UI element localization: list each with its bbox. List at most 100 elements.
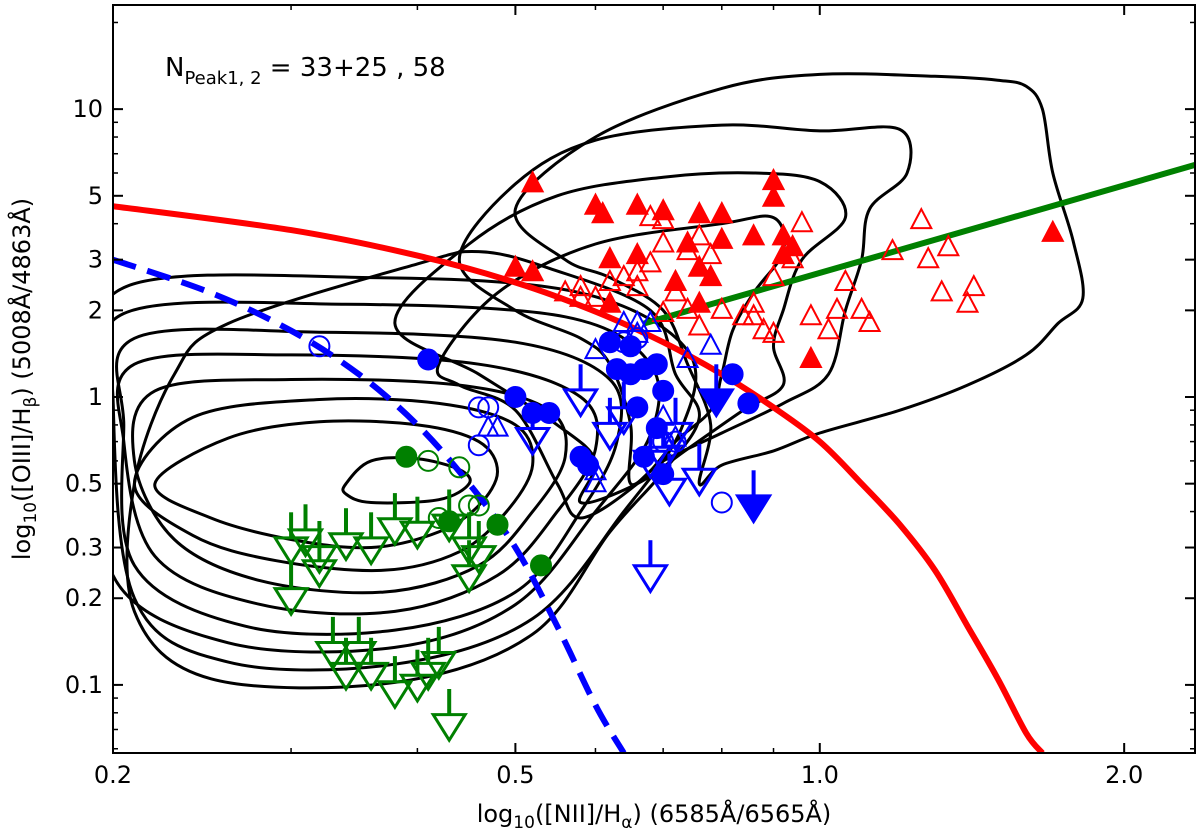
point-g1-12	[687, 254, 711, 277]
point-g5-3	[583, 336, 608, 360]
point-g9-2	[448, 456, 471, 479]
point-g2-12	[638, 203, 663, 227]
point-g2-18	[675, 296, 700, 319]
y-tick-label: 3	[88, 246, 103, 274]
point-g2-23	[741, 303, 766, 326]
contour-level-4	[130, 377, 568, 595]
point-g3-2	[504, 386, 527, 408]
point-g2-38	[916, 246, 940, 269]
demarcation-line-3	[643, 162, 1195, 327]
point-g2-13	[675, 237, 700, 261]
point-g1-15	[761, 184, 786, 207]
point-g2-19	[687, 313, 711, 336]
demarcation-line-1	[113, 203, 1045, 753]
point-g8-1	[395, 445, 418, 468]
point-g2-27	[780, 246, 805, 269]
point-g1-21	[503, 254, 528, 277]
y-tick-label: 0.3	[65, 534, 103, 562]
point-g1-22	[520, 259, 545, 282]
point-g10-21	[430, 713, 468, 744]
x-tick-label: 0.5	[496, 761, 534, 789]
point-g4-1	[308, 335, 331, 358]
contour-level-9	[125, 249, 701, 690]
point-g2-39	[955, 290, 980, 313]
y-tick-label: 2	[88, 296, 103, 324]
demarcation-lines	[113, 162, 1195, 753]
plot-frame	[112, 4, 1196, 754]
point-g3-1	[417, 348, 440, 371]
point-g5-9	[663, 424, 688, 447]
point-g8-4	[530, 554, 552, 577]
point-g1-23	[598, 246, 622, 269]
y-tick-label: 0.2	[65, 584, 103, 612]
point-g2-29	[799, 303, 823, 326]
point-g1-16	[741, 223, 766, 246]
point-g2-33	[849, 296, 874, 319]
point-g2-35	[880, 237, 905, 261]
contour-level-5	[115, 352, 600, 616]
x-tick-label: 0.2	[94, 761, 132, 789]
point-g5-10	[675, 345, 700, 368]
annotation-count: NPeak1, 2 = 33+25 , 58	[165, 53, 446, 89]
point-g3-4	[538, 402, 561, 424]
point-g2-1	[553, 279, 577, 302]
point-g2-31	[825, 296, 849, 319]
x-tick-label: 1.0	[801, 761, 839, 789]
point-g2-32	[833, 268, 858, 291]
point-g5-5	[625, 320, 649, 343]
y-tick-label: 1	[88, 383, 103, 411]
point-g2-7	[625, 273, 649, 297]
point-g1-3	[591, 201, 615, 224]
point-g1-24	[598, 290, 622, 313]
y-tick-label: 10	[72, 95, 103, 123]
contour-level-1	[341, 456, 472, 505]
point-g4-9	[710, 491, 733, 514]
point-g4-6	[626, 327, 649, 350]
point-g1-19	[771, 223, 795, 246]
point-g2-17	[651, 299, 675, 322]
point-g9-5	[427, 507, 450, 529]
point-g5-11	[699, 332, 723, 355]
point-g2-34	[857, 309, 882, 332]
point-g6-10	[631, 564, 670, 595]
point-g2-25	[761, 320, 786, 343]
point-g1-1	[520, 170, 545, 193]
point-g2-37	[936, 234, 960, 257]
point-g1-8	[687, 201, 711, 224]
point-g1-13	[687, 290, 711, 313]
contour-level-6	[115, 327, 624, 636]
point-g4-2	[467, 396, 490, 419]
demarcation-line-2	[113, 256, 627, 753]
point-g1-5	[625, 192, 649, 215]
data-points	[272, 167, 1065, 744]
point-g2-15	[663, 279, 688, 302]
point-g5-4	[612, 309, 636, 332]
point-g2-16	[699, 241, 723, 265]
point-g2-9	[638, 250, 663, 273]
point-g2-22	[741, 290, 766, 313]
point-g2-40	[930, 279, 954, 302]
point-g1-20	[799, 345, 823, 368]
point-g2-14	[687, 223, 711, 246]
point-g5-6	[625, 309, 649, 332]
point-g2-28	[790, 210, 814, 233]
point-g3-19	[737, 392, 760, 415]
point-g3-14	[652, 379, 675, 402]
point-g2-24	[751, 317, 776, 340]
point-g5-2	[485, 414, 510, 437]
y-tick-label: 0.1	[65, 671, 103, 699]
point-g1-26	[1041, 219, 1065, 242]
point-g3-12	[645, 353, 668, 376]
point-g1-18	[780, 234, 805, 257]
y-axis-title: log10([OIII]/Hβ) (5008Å/4863Å)	[7, 198, 41, 560]
tick-labels: 0.2 0.5 1.0 2.0 0.1 0.2 0.3 0.5 1 2 3 5 10	[65, 95, 1143, 789]
point-g2-41	[962, 273, 986, 297]
point-g2-30	[816, 317, 841, 340]
point-g9-1	[417, 449, 440, 472]
point-g5-12	[583, 458, 608, 481]
contour-level-10	[435, 214, 787, 520]
y-tick-label: 0.5	[65, 470, 103, 498]
point-g2-36	[909, 206, 933, 230]
axis-ticks	[112, 5, 1195, 753]
